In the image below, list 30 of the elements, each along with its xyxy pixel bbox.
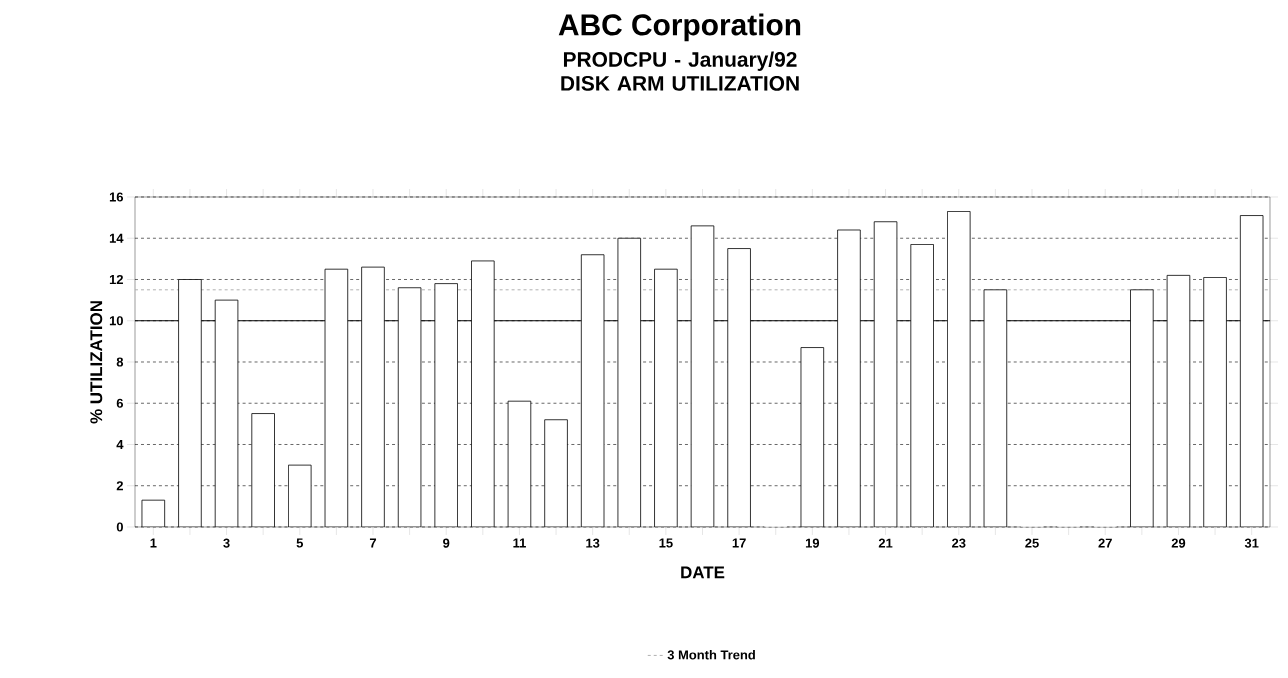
x-tick-label: 9 <box>443 538 450 548</box>
y-tick-label: 0 <box>116 522 123 532</box>
x-tick-label: 1 <box>150 538 157 548</box>
x-tick-label: 23 <box>952 538 966 548</box>
x-tick-label: 5 <box>296 538 304 548</box>
x-tick-label: 7 <box>369 538 377 548</box>
y-tick-label: 10 <box>109 316 123 326</box>
x-tick-label: 21 <box>878 538 893 548</box>
y-tick-label: 16 <box>109 192 124 202</box>
x-tick-label: 27 <box>1098 538 1112 548</box>
x-tick-label: 25 <box>1025 538 1039 548</box>
chart-subtitle: PRODCPU - January/92 DISK ARM UTILIZATION <box>561 51 799 91</box>
x-tick-label: 15 <box>659 538 673 548</box>
x-tick-label: 17 <box>732 538 746 548</box>
y-axis-title: % UTILIZATION <box>90 301 103 424</box>
x-tick-label: 29 <box>1171 538 1186 548</box>
y-tick-label: 2 <box>116 481 123 491</box>
x-axis-title: DATE <box>681 566 725 579</box>
y-tick-label: 4 <box>116 440 124 449</box>
x-tick-label: 3 <box>223 538 230 548</box>
x-tick-label: 31 <box>1244 538 1259 548</box>
x-tick-label: 13 <box>586 538 600 548</box>
y-tick-label: 12 <box>109 274 123 285</box>
legend-label: 3 Month Trend <box>667 649 755 660</box>
y-tick-label: 6 <box>116 398 124 408</box>
chart-title: ABC Corporation <box>558 13 801 42</box>
x-tick-label: 11 <box>513 538 526 548</box>
x-tick-label: 19 <box>805 538 820 548</box>
y-tick-label: 14 <box>109 233 124 243</box>
y-tick-label: 8 <box>116 357 124 367</box>
